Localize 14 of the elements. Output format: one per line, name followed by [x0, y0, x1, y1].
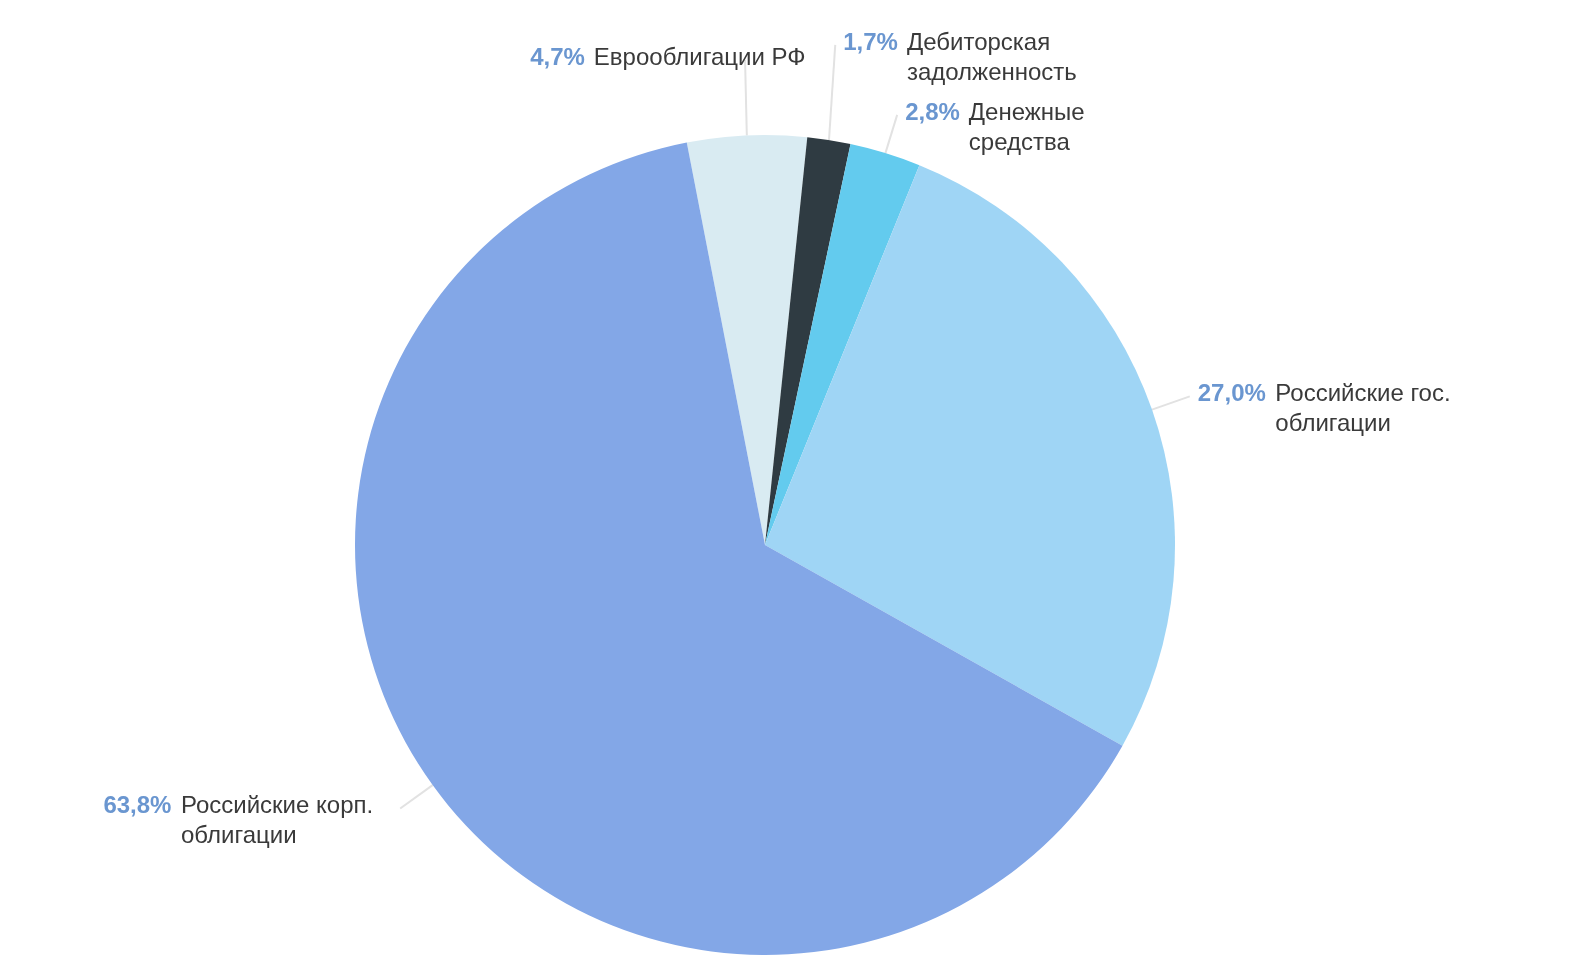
data-label: 63,8% [103, 791, 172, 819]
data-label: 27,0% [1197, 379, 1266, 407]
data-label: 4,7% [530, 43, 585, 70]
pie-slice [686, 135, 808, 545]
pie-slice [765, 165, 1175, 746]
slice-label: Еврооблигации РФ [593, 43, 806, 70]
slice-label: Российские гос. облигации [1275, 379, 1451, 437]
data-label: 2,8% [905, 97, 960, 125]
slice-label: Дебиторская задолженность [906, 27, 1077, 85]
pie-slice [765, 137, 851, 545]
slice-label: Денежные средства [968, 97, 1085, 155]
pie-slice [765, 144, 920, 545]
data-label: 1,7% [843, 27, 898, 55]
slice-label: Российские корп. облигации [181, 791, 374, 849]
